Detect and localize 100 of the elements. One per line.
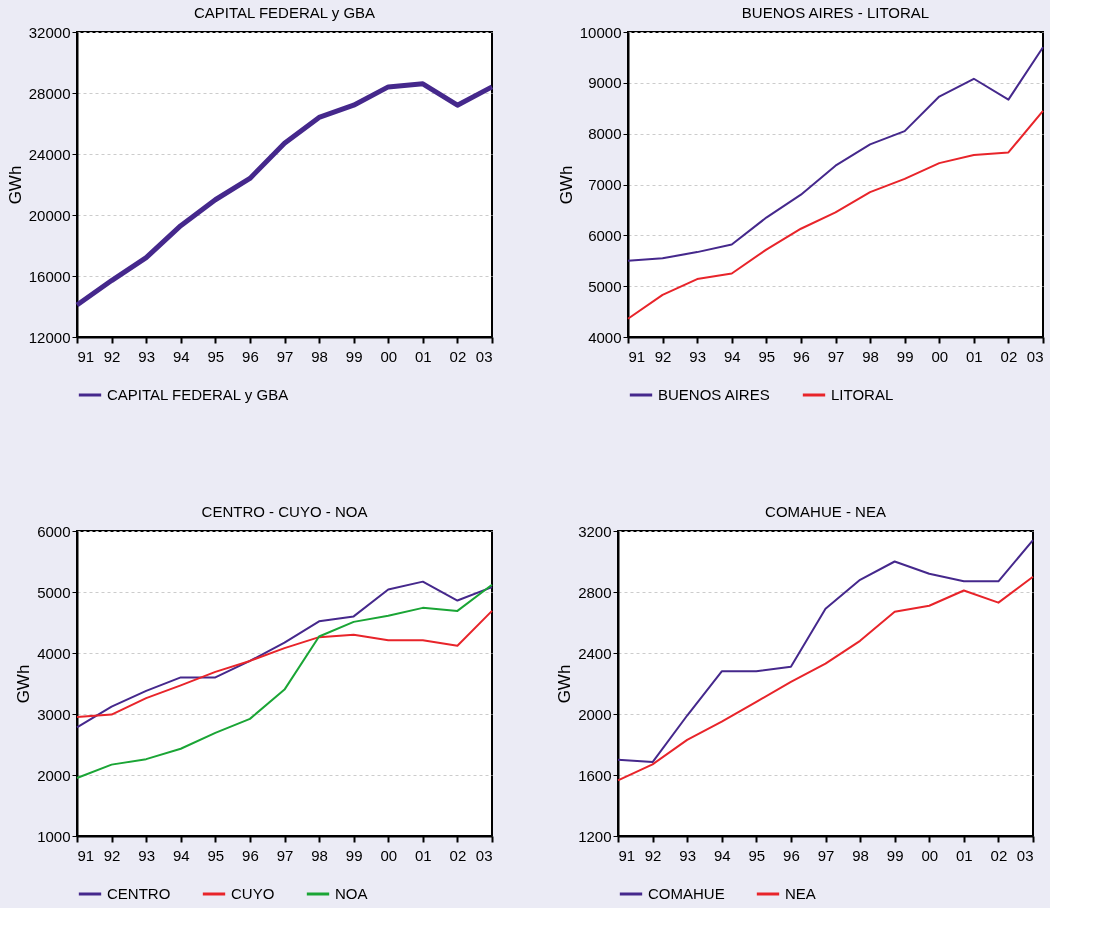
y-tick-label: 2000	[578, 705, 612, 723]
y-tick-label: 10000	[579, 23, 622, 41]
x-tick-label: 97	[276, 347, 294, 365]
x-tick-label: 97	[827, 347, 845, 365]
line-series	[617, 575, 1034, 782]
x-tick-label: 98	[862, 347, 879, 365]
y-tick-label: 1600	[578, 766, 612, 784]
chart-title: COMAHUE - NEA	[765, 503, 886, 520]
y-tick-label: 9000	[588, 74, 622, 92]
x-tick-label: 00	[380, 846, 398, 864]
y-tick-label: 24000	[28, 145, 71, 163]
chart-title: BUENOS AIRES - LITORAL	[741, 4, 930, 21]
x-tick-label: 99	[896, 347, 914, 365]
y-axis-title: GWh	[5, 165, 25, 205]
x-tick-label: 96	[242, 846, 259, 864]
legend-label: CENTRO	[107, 885, 171, 902]
legend-label: NEA	[785, 885, 816, 902]
line-series	[76, 580, 493, 729]
x-tick-label: 96	[242, 347, 259, 365]
x-tick-label: 94	[713, 846, 731, 864]
line-series	[76, 583, 493, 780]
line-series	[627, 109, 1044, 320]
x-tick-label: 94	[172, 846, 190, 864]
x-tick-label: 98	[311, 846, 328, 864]
x-tick-label: 01	[965, 347, 983, 365]
x-tick-label: 99	[886, 846, 904, 864]
x-tick-label: 02	[1000, 347, 1018, 365]
x-tick-label: 03	[475, 846, 493, 864]
x-tick-label: 95	[758, 347, 776, 365]
x-tick-label: 93	[689, 347, 707, 365]
x-tick-label: 02	[449, 846, 467, 864]
x-tick-label: 00	[931, 347, 949, 365]
x-tick-label: 03	[1016, 846, 1034, 864]
x-tick-label: 94	[172, 347, 190, 365]
x-tick-label: 01	[414, 846, 432, 864]
line-series	[76, 609, 493, 719]
x-tick-label: 93	[138, 347, 156, 365]
chart-title: CENTRO - CUYO - NOA	[201, 503, 368, 520]
x-tick-label: 93	[138, 846, 156, 864]
y-axis-title: GWh	[14, 664, 34, 704]
line-series	[627, 46, 1044, 262]
y-tick-label: 4000	[588, 328, 622, 346]
y-tick-label: 2800	[578, 583, 612, 601]
y-tick-label: 1200	[578, 827, 612, 845]
x-tick-label: 99	[345, 846, 363, 864]
y-axis-title: GWh	[556, 165, 576, 205]
x-tick-label: 94	[723, 347, 741, 365]
x-tick-label: 96	[793, 347, 810, 365]
y-tick-label: 3000	[37, 705, 71, 723]
y-tick-label: 6000	[588, 226, 622, 244]
x-tick-label: 02	[449, 347, 467, 365]
legend-label: CUYO	[231, 885, 275, 902]
x-tick-label: 98	[852, 846, 869, 864]
x-tick-label: 91	[628, 347, 646, 365]
y-axis-title: GWh	[555, 664, 575, 704]
y-tick-label: 12000	[28, 328, 71, 346]
y-tick-label: 7000	[588, 176, 622, 193]
y-tick-label: 8000	[588, 125, 622, 143]
line-series	[617, 539, 1034, 764]
x-tick-label: 97	[817, 846, 835, 864]
x-tick-label: 91	[77, 347, 95, 365]
y-tick-label: 20000	[28, 206, 71, 224]
x-tick-label: 91	[77, 846, 95, 864]
legend-label: NOA	[335, 885, 368, 902]
legend-label: LITORAL	[831, 386, 894, 403]
y-tick-label: 5000	[588, 277, 622, 295]
y-tick-label: 32000	[28, 23, 71, 41]
x-tick-label: 95	[207, 846, 225, 864]
x-tick-label: 92	[654, 347, 672, 365]
x-tick-label: 92	[103, 846, 121, 864]
x-tick-label: 03	[1026, 347, 1044, 365]
y-tick-label: 16000	[28, 267, 71, 285]
x-tick-label: 00	[921, 846, 939, 864]
x-tick-label: 92	[103, 347, 121, 365]
y-tick-label: 6000	[37, 522, 71, 540]
x-tick-label: 01	[955, 846, 973, 864]
x-tick-label: 01	[414, 347, 432, 365]
y-tick-label: 3200	[578, 522, 612, 540]
y-tick-label: 4000	[37, 644, 71, 662]
y-tick-label: 2400	[578, 644, 612, 662]
legend-label: CAPITAL FEDERAL y GBA	[107, 386, 289, 403]
x-tick-label: 91	[618, 846, 636, 864]
x-tick-label: 96	[783, 846, 800, 864]
x-tick-label: 95	[748, 846, 766, 864]
x-tick-label: 02	[990, 846, 1008, 864]
legend-label: COMAHUE	[648, 885, 725, 902]
chart-title: CAPITAL FEDERAL y GBA	[193, 4, 376, 21]
legend-label: BUENOS AIRES	[658, 386, 770, 403]
y-tick-label: 1000	[37, 827, 71, 845]
x-tick-label: 98	[311, 347, 328, 365]
x-tick-label: 99	[345, 347, 363, 365]
y-tick-label: 28000	[28, 84, 71, 102]
x-tick-label: 00	[380, 347, 398, 365]
x-tick-label: 95	[207, 347, 225, 365]
x-tick-label: 97	[276, 846, 294, 864]
x-tick-label: 03	[475, 347, 493, 365]
y-tick-label: 5000	[37, 583, 71, 601]
y-tick-label: 2000	[37, 766, 71, 784]
x-tick-label: 93	[679, 846, 697, 864]
x-tick-label: 92	[644, 846, 662, 864]
